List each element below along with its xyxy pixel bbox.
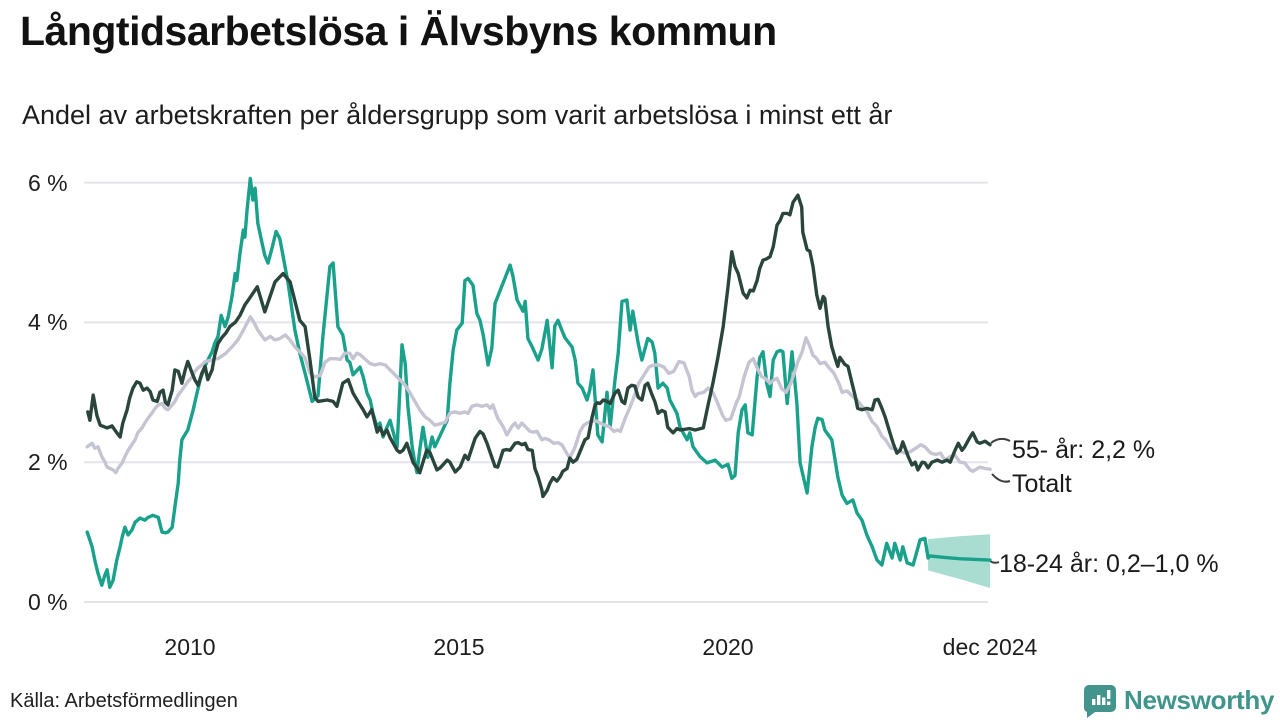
series-label-totalt: Totalt [1012, 470, 1072, 498]
series-label-55plus: 55- år: 2,2 % [1012, 436, 1156, 464]
y-tick-label: 6 % [28, 169, 68, 196]
x-tick-label: dec 2024 [942, 634, 1038, 660]
series-line-55plus [86, 193, 992, 499]
series-line-totalt [85, 315, 992, 475]
x-tick-label: 2010 [164, 634, 216, 660]
uncertainty-band [928, 534, 990, 588]
newsworthy-logo: Newsworthy [1084, 682, 1274, 718]
series-label-18-24: 18-24 år: 0,2–1,0 % [999, 550, 1219, 578]
x-tick-label: 2015 [433, 634, 485, 660]
leader-line-totalt [991, 473, 1011, 483]
leader-line-55plus [990, 437, 1011, 444]
leader-line-18-24 [989, 560, 1000, 564]
newsworthy-bubble-chart-icon [1084, 685, 1116, 718]
series-line-18-24 [85, 176, 992, 589]
source-note: Källa: Arbetsförmedlingen [10, 690, 238, 712]
y-tick-label: 2 % [28, 449, 68, 476]
y-tick-label: 4 % [28, 309, 68, 336]
y-tick-label: 0 % [28, 589, 68, 615]
chart-subtitle: Andel av arbetskraften per åldersgrupp s… [22, 100, 893, 130]
brand-name: Newsworthy [1124, 684, 1275, 715]
x-tick-label: 2020 [702, 634, 754, 660]
page-title: Långtidsarbetslösa i Älvsbyns kommun [20, 8, 777, 54]
